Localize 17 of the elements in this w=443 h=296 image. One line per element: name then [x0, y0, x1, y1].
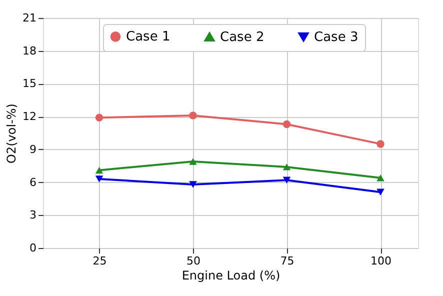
y-tick-label: 18: [22, 44, 36, 58]
y-tick-label: 9: [30, 142, 36, 156]
y-tick-label: 0: [30, 242, 36, 254]
x-tick-label: 100: [370, 254, 392, 268]
legend-label: Case 1: [126, 30, 170, 45]
x-axis-title: Engine Load (%): [182, 268, 280, 282]
y-tick-label: 21: [22, 12, 36, 24]
y-tick-label: 3: [30, 208, 36, 222]
x-tick-label: 25: [92, 254, 107, 268]
y-tick-label: 12: [22, 110, 36, 124]
legend-label: Case 2: [220, 30, 264, 45]
y-tick-label: 15: [22, 77, 36, 90]
legend-label: Case 3: [314, 30, 358, 45]
y-tick-label: 6: [30, 176, 36, 189]
y-axis-title: O2(vol-%): [4, 104, 19, 164]
x-tick-label: 75: [280, 254, 294, 268]
x-tick-label: 50: [186, 254, 200, 268]
